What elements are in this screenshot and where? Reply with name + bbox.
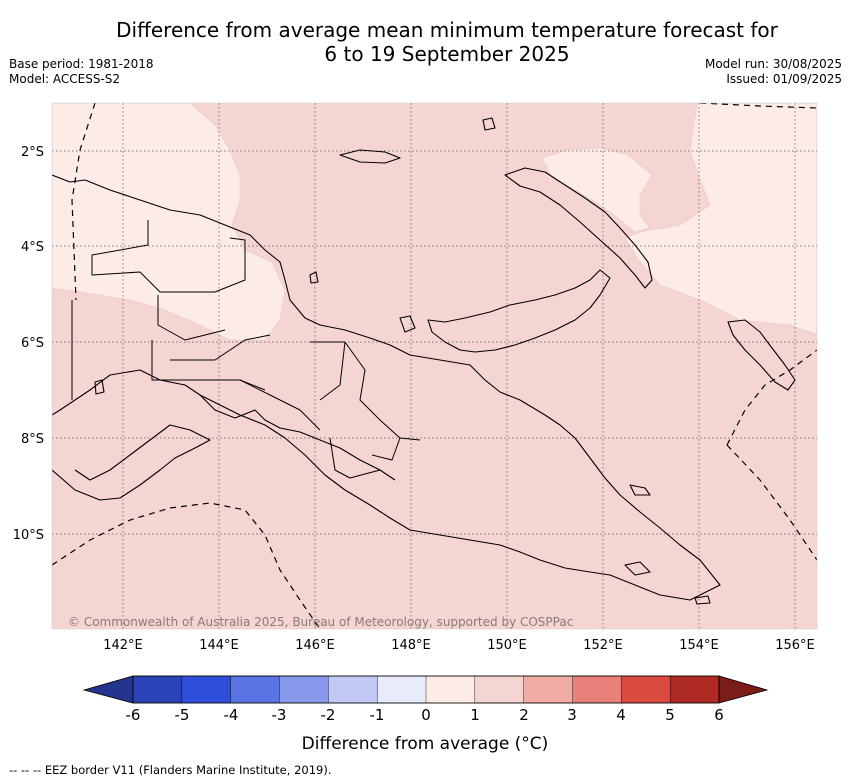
colorbar-cell xyxy=(230,675,280,704)
title-line-1: Difference from average mean minimum tem… xyxy=(116,18,778,42)
colorbar-cell xyxy=(279,675,329,704)
new-britain xyxy=(427,269,611,353)
eez-legend: -- -- -- EEZ border V11 (Flanders Marine… xyxy=(9,763,332,777)
colorbar-tick-label: -1 xyxy=(370,706,385,724)
lon-label: 148°E xyxy=(391,638,431,653)
colorbar-ticks: -6 -5 -4 -3 -2 -1 0 1 2 3 4 5 6 xyxy=(126,706,724,724)
map-frame xyxy=(51,102,818,630)
province-borders xyxy=(71,220,421,479)
colorbar: -6 -5 -4 -3 -2 -1 0 1 2 3 4 5 6 Differen… xyxy=(82,675,769,754)
lon-label: 156°E xyxy=(775,638,815,653)
lon-label: 152°E xyxy=(583,638,623,653)
small-island-2 xyxy=(399,315,416,333)
lat-label: 8°S xyxy=(21,432,44,447)
small-island-1 xyxy=(482,117,496,131)
colorbar-cell xyxy=(474,675,525,704)
lat-label: 10°S xyxy=(13,528,44,543)
colorbar-cell xyxy=(669,675,720,704)
meta-left: Base period: 1981-2018 Model: ACCESS-S2 xyxy=(9,57,154,87)
title-line-2: 6 to 19 September 2025 xyxy=(324,42,570,66)
colorbar-tick-label: -6 xyxy=(126,706,141,724)
lat-label: 2°S xyxy=(21,145,44,160)
lon-label: 150°E xyxy=(487,638,527,653)
small-island-6 xyxy=(629,484,651,496)
small-island-5 xyxy=(624,561,651,576)
lat-label: 4°S xyxy=(21,240,44,255)
lon-label: 146°E xyxy=(295,638,335,653)
colorbar-tick-label: -3 xyxy=(272,706,287,724)
small-island-3 xyxy=(309,271,319,284)
new-guinea-north-coast xyxy=(52,174,501,393)
eez-borders xyxy=(52,103,817,629)
issued-date: Issued: 01/09/2025 xyxy=(726,72,842,86)
colorbar-high-extend xyxy=(718,675,769,704)
anomaly-region-east xyxy=(624,103,817,336)
new-ireland xyxy=(504,167,653,289)
colorbar-cell xyxy=(523,675,573,704)
colorbar-tick-label: 3 xyxy=(567,706,577,724)
longitude-labels: 142°E 144°E 146°E 148°E 150°E 152°E 154°… xyxy=(103,638,815,653)
lat-label: 6°S xyxy=(21,336,44,351)
lon-label: 154°E xyxy=(679,638,719,653)
new-guinea-east-coast xyxy=(52,369,721,601)
map-title: Difference from average mean minimum tem… xyxy=(0,18,850,66)
colorbar-low-extend xyxy=(82,675,134,704)
bougainville xyxy=(727,319,796,391)
colorbar-label: Difference from average (°C) xyxy=(302,734,549,754)
colorbar-tick-label: 6 xyxy=(714,706,724,724)
base-period: Base period: 1981-2018 xyxy=(9,57,154,71)
model-name: Model: ACCESS-S2 xyxy=(9,72,121,86)
anomaly-region-west xyxy=(52,103,286,341)
colorbar-cells xyxy=(132,675,720,704)
anomaly-region-north xyxy=(541,147,653,233)
colorbar-cell xyxy=(376,675,427,704)
colorbar-cell xyxy=(425,675,476,704)
colorbar-tick-label: 5 xyxy=(665,706,675,724)
colorbar-tick-label: 1 xyxy=(470,706,480,724)
new-guinea-south-coast xyxy=(52,424,211,501)
coastlines xyxy=(52,117,796,605)
manus-island xyxy=(339,149,401,164)
lon-label: 144°E xyxy=(199,638,239,653)
latitude-labels: 2°S 4°S 6°S 8°S 10°S xyxy=(13,145,44,543)
gulf-coast xyxy=(199,394,396,481)
small-island-4 xyxy=(694,595,711,605)
copyright-notice: © Commonwealth of Australia 2025, Bureau… xyxy=(68,615,573,629)
graticule xyxy=(52,103,817,629)
meta-right: Model run: 30/08/2025 Issued: 01/09/2025 xyxy=(705,57,842,87)
colorbar-tick-label: -4 xyxy=(224,706,239,724)
colorbar-tick-label: -2 xyxy=(321,706,336,724)
colorbar-tick-label: 0 xyxy=(421,706,431,724)
model-run: Model run: 30/08/2025 xyxy=(704,57,842,71)
colorbar-tick-label: 4 xyxy=(616,706,626,724)
colorbar-cell xyxy=(181,675,232,704)
colorbar-tick-label: -5 xyxy=(175,706,190,724)
colorbar-cell xyxy=(572,675,622,704)
colorbar-cell xyxy=(328,675,378,704)
small-island-7 xyxy=(94,379,105,395)
colorbar-cell xyxy=(621,675,671,704)
colorbar-tick-label: 2 xyxy=(519,706,529,724)
colorbar-outline xyxy=(132,675,720,704)
lon-label: 142°E xyxy=(103,638,143,653)
colorbar-cell xyxy=(132,675,183,704)
